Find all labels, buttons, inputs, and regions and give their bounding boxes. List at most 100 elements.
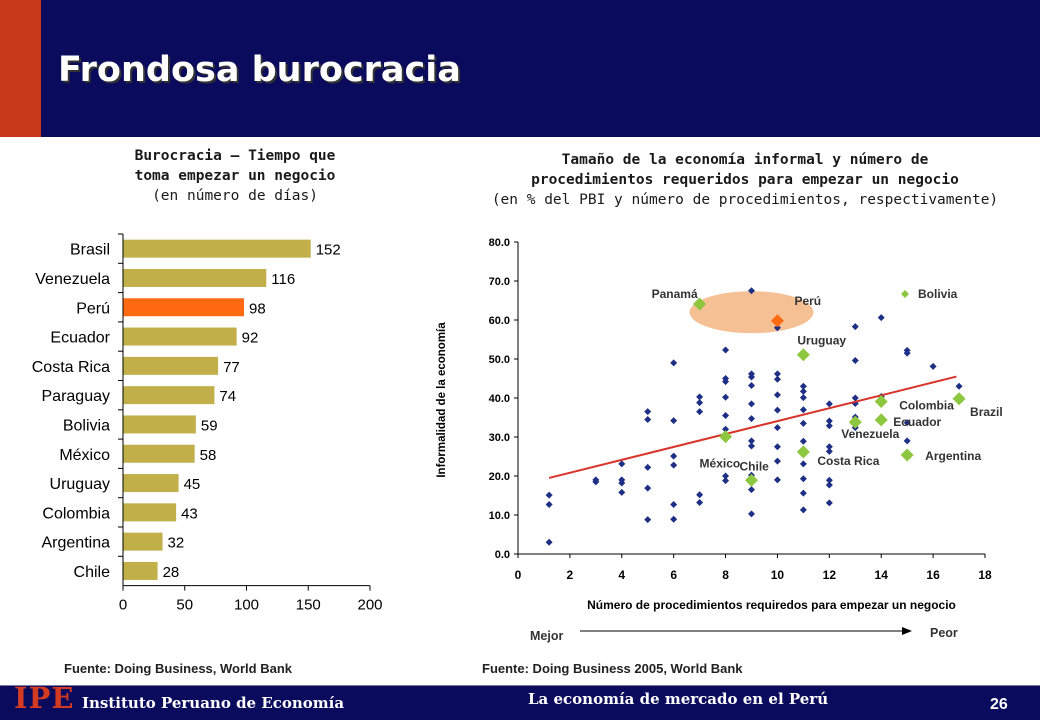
category-label: Costa Rica bbox=[32, 359, 110, 376]
category-label: Brasil bbox=[70, 242, 110, 259]
footer-band bbox=[0, 686, 1040, 720]
category-label: Chile bbox=[74, 564, 111, 581]
value-label: 59 bbox=[201, 417, 218, 434]
bar bbox=[123, 532, 163, 551]
value-label: 32 bbox=[168, 535, 185, 552]
point-label: México bbox=[700, 457, 741, 471]
scatter-point bbox=[670, 515, 678, 523]
x-tick-label: 50 bbox=[176, 597, 193, 614]
scatter-point bbox=[955, 382, 963, 390]
scatter-point bbox=[773, 370, 781, 378]
highlighted-point bbox=[745, 473, 758, 487]
value-label: 28 bbox=[163, 564, 180, 581]
legend-marker bbox=[901, 290, 909, 298]
scatter-point bbox=[773, 324, 781, 332]
highlighted-point bbox=[874, 395, 888, 409]
scatter-point bbox=[825, 422, 833, 430]
header-band bbox=[0, 0, 1040, 137]
highlighted-point bbox=[796, 348, 810, 362]
scatter-point bbox=[929, 362, 937, 370]
scatter-point bbox=[670, 500, 678, 508]
scatter-point bbox=[592, 476, 600, 484]
ipe-logo: IPE bbox=[14, 681, 75, 715]
scatter-point bbox=[851, 394, 859, 402]
bar bbox=[123, 474, 179, 493]
scatter-point bbox=[618, 488, 626, 496]
slide-title: Frondosa burocracia bbox=[58, 50, 461, 90]
bar bbox=[123, 268, 267, 287]
scatter-point bbox=[670, 359, 678, 367]
value-label: 116 bbox=[271, 271, 295, 288]
highlighted-point bbox=[900, 448, 914, 462]
scatter-point bbox=[722, 375, 730, 382]
scatter-point bbox=[799, 387, 807, 395]
scatter-point bbox=[825, 476, 833, 484]
scatter-point bbox=[696, 408, 704, 416]
scatter-point bbox=[799, 394, 807, 402]
scatter-point bbox=[825, 499, 833, 507]
scatter-point bbox=[825, 400, 833, 408]
scatter-point bbox=[748, 442, 755, 450]
bar bbox=[123, 415, 196, 434]
scatter-point bbox=[825, 443, 833, 451]
category-label: Venezuela bbox=[35, 271, 110, 288]
y-tick-label: 60.0 bbox=[489, 315, 510, 327]
scatter-point bbox=[748, 510, 755, 518]
x-tick-label: 10 bbox=[771, 568, 785, 582]
y-tick-label: 30.0 bbox=[489, 432, 510, 444]
x-tick-label: 6 bbox=[670, 568, 677, 582]
point-label: Perú bbox=[794, 294, 821, 308]
point-label: Venezuela bbox=[841, 427, 899, 441]
scatter-point bbox=[722, 477, 730, 485]
scatter-point bbox=[696, 491, 704, 499]
scatter-chart: 0.0 10.0 20.0 30.0 40.0 50.0 60.0 70.0 80.0 0 2 4 6 8… bbox=[436, 237, 1003, 643]
point-label: Chile bbox=[740, 459, 770, 473]
footer-tagline: La economía de mercado en el Perú bbox=[528, 690, 829, 708]
bar bbox=[123, 503, 177, 522]
category-label: Perú bbox=[76, 300, 110, 317]
bar-chart-title-line2: toma empezar un negocio bbox=[134, 168, 336, 184]
value-label: 98 bbox=[249, 300, 266, 317]
scatter-point bbox=[644, 463, 652, 471]
trend-line bbox=[548, 375, 957, 479]
x-tick-label: 12 bbox=[823, 568, 837, 582]
scatter-point bbox=[748, 287, 755, 295]
value-label: 45 bbox=[184, 476, 201, 493]
scatter-point bbox=[670, 452, 678, 460]
scatter-point bbox=[722, 346, 730, 354]
scatter-point bbox=[644, 484, 652, 492]
point-label: Colombia bbox=[899, 399, 954, 413]
category-label: Bolivia bbox=[63, 417, 110, 434]
scatter-point bbox=[825, 417, 833, 425]
x-tick-label: 0 bbox=[515, 568, 522, 582]
value-label: 77 bbox=[223, 359, 240, 376]
scatter-point bbox=[773, 457, 781, 465]
scatter-point bbox=[545, 491, 553, 499]
bar-chart: Brasil 152 Venezuela 116 Perú 98 Ecuador 92 Cost… bbox=[32, 233, 383, 614]
y-tick-label: 0.0 bbox=[495, 549, 510, 561]
highlighted-point bbox=[874, 413, 888, 427]
x-tick-label: 200 bbox=[357, 597, 382, 614]
category-label: Ecuador bbox=[50, 330, 110, 347]
value-label: 43 bbox=[181, 505, 198, 522]
category-label: Paraguay bbox=[42, 388, 111, 405]
highlighted-point bbox=[952, 392, 966, 406]
y-tick-label: 40.0 bbox=[489, 393, 510, 405]
better-label: Mejor bbox=[530, 629, 563, 643]
bar-chart-source: Fuente: Doing Business, World Bank bbox=[64, 661, 293, 676]
scatter-point bbox=[773, 476, 781, 484]
bar-chart-title: Burocracia – Tiempo que toma empezar un … bbox=[80, 146, 390, 206]
point-label: Uruguay bbox=[797, 334, 846, 348]
scatter-point bbox=[903, 437, 911, 445]
peru-highlight-ellipse bbox=[689, 291, 814, 334]
y-tick-label: 50.0 bbox=[489, 354, 510, 366]
scatter-point bbox=[851, 357, 859, 365]
point-label: Costa Rica bbox=[817, 454, 879, 468]
bar bbox=[123, 386, 215, 405]
x-axis-title: Número de procedimientos requiredos para… bbox=[587, 598, 956, 612]
bar bbox=[123, 356, 219, 375]
bar-chart-subtitle: (en número de días) bbox=[152, 188, 318, 204]
scatter-point bbox=[644, 415, 652, 423]
category-label: Argentina bbox=[42, 535, 111, 552]
institute-name: Instituto Peruano de Economía bbox=[82, 694, 345, 712]
